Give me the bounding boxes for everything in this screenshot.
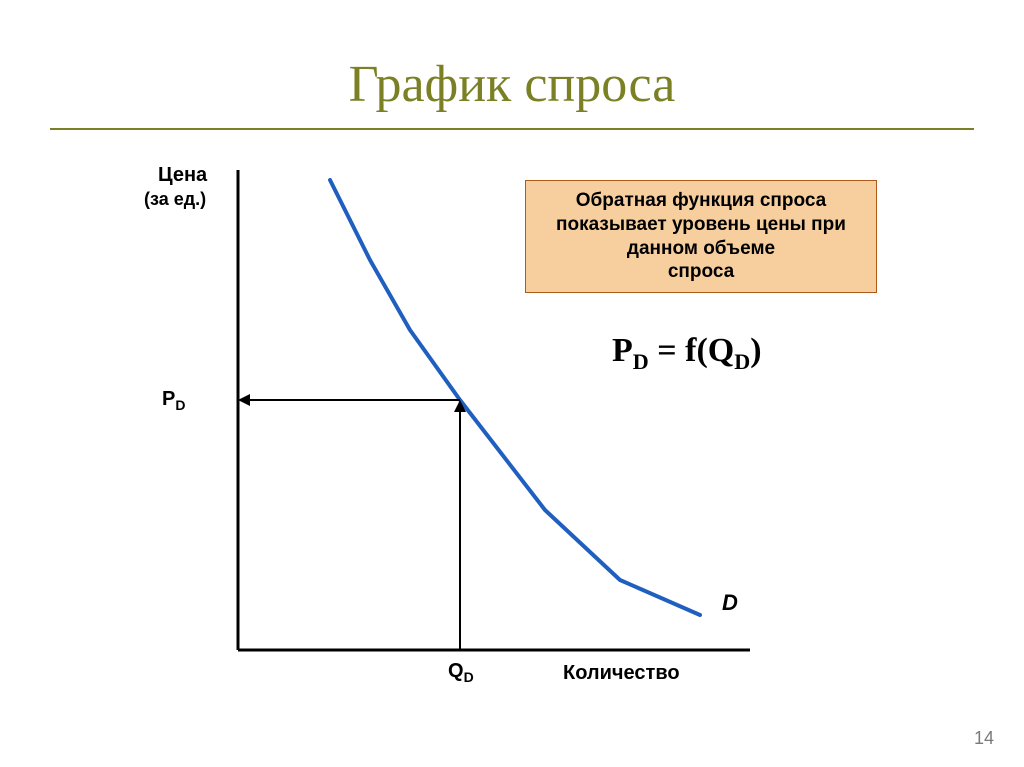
info-line-3: данном объеме xyxy=(627,238,775,259)
x-axis-label: Количество xyxy=(563,662,680,685)
title-underline xyxy=(50,128,974,130)
curve-d-label: D xyxy=(722,590,738,616)
slide-title-block: График спроса xyxy=(0,55,1024,114)
page-number: 14 xyxy=(974,728,994,749)
info-line-1: Обратная функция спроса xyxy=(576,190,826,211)
slide: График спроса Цена (за ед.) Количество P… xyxy=(0,0,1024,767)
info-callout-box: Обратная функция спроса показывает урове… xyxy=(525,180,877,293)
qd-label: QD xyxy=(448,660,474,685)
pd-label: PD xyxy=(162,388,185,413)
slide-title: График спроса xyxy=(349,56,676,113)
formula-text: PD = f(QD) xyxy=(612,332,762,375)
y-axis-label-line1: Цена xyxy=(158,164,207,187)
info-line-2: показывает уровень цены при xyxy=(556,214,846,235)
info-line-4: спроса xyxy=(668,261,734,282)
y-axis-label-line2: (за ед.) xyxy=(144,189,206,210)
